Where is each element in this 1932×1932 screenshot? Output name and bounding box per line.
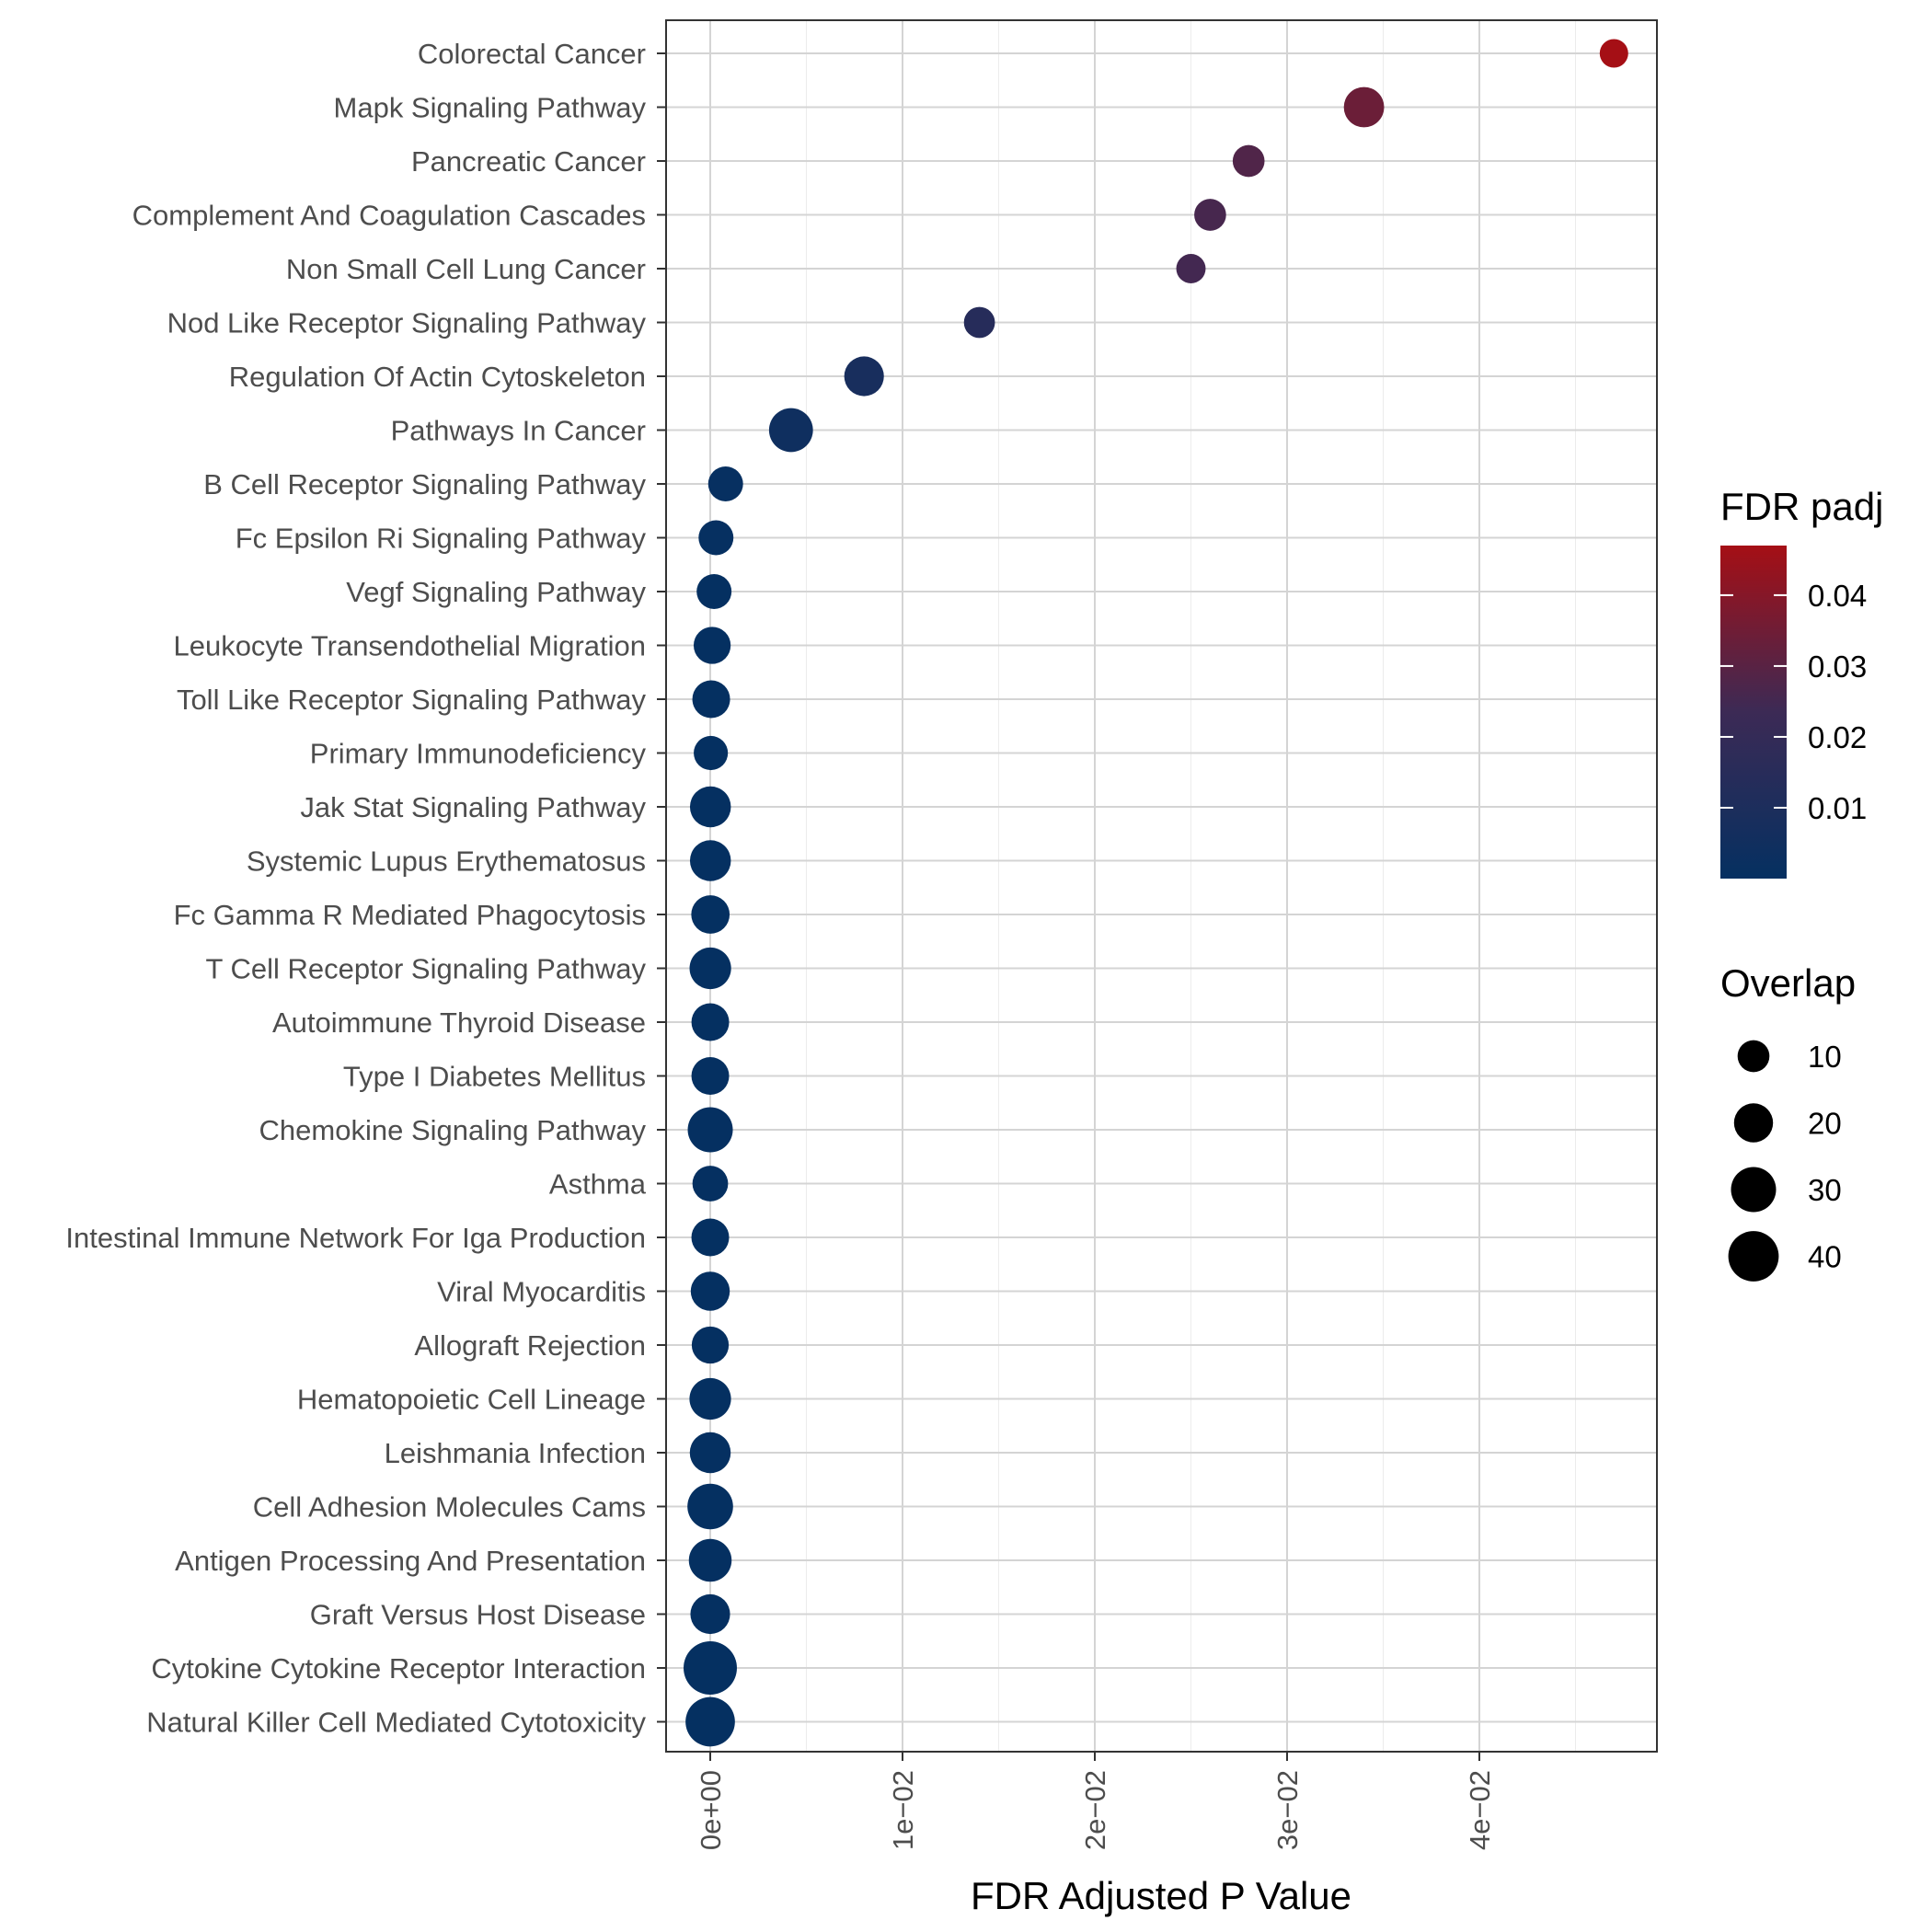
data-point [689,840,731,881]
data-point [1194,199,1226,231]
y-tick-label: Toll Like Receptor Signaling Pathway [177,684,647,716]
data-point [691,1003,730,1041]
y-tick-label: Autoimmune Thyroid Disease [272,1006,646,1039]
y-tick-label: Intestinal Immune Network For Iga Produc… [65,1222,646,1254]
data-point [1599,39,1628,68]
y-tick-label: Asthma [549,1168,647,1201]
color-bar [1720,546,1787,879]
data-point [687,1483,733,1530]
color-legend: FDR padj 0.04 0.03 0.02 0.01 [1720,485,1883,879]
x-tick-label: 2e−02 [1079,1770,1111,1850]
data-points [684,39,1628,1747]
data-point [698,520,734,556]
x-tick-label: 3e−02 [1271,1770,1304,1850]
size-legend-circle [1733,1103,1774,1143]
y-tick-label: Regulation Of Actin Cytoskeleton [229,361,646,393]
y-tick-label: Hematopoietic Cell Lineage [297,1384,646,1416]
size-legend-circle [1737,1040,1770,1073]
data-point [768,408,813,453]
color-bar-ticks: 0.04 0.03 0.02 0.01 [1720,579,1867,825]
y-tick-label: Fc Gamma R Mediated Phagocytosis [174,899,646,931]
y-tick-label: Viral Myocarditis [437,1276,646,1308]
y-tick-label: Leishmania Infection [385,1437,646,1469]
color-bar-tick-label: 0.04 [1808,579,1867,613]
y-tick-label: Chemokine Signaling Pathway [259,1114,647,1146]
y-tick-label: Type I Diabetes Mellitus [343,1061,646,1093]
y-tick-label: Jak Stat Signaling Pathway [300,791,646,823]
size-legend-circle [1731,1167,1777,1213]
y-tick-label: B Cell Receptor Signaling Pathway [203,468,646,500]
data-point [688,1538,732,1582]
data-point [691,1326,730,1364]
size-legend-label: 40 [1808,1240,1842,1274]
data-point [691,895,730,934]
y-tick-label: Natural Killer Cell Mediated Cytotoxicit… [146,1707,646,1739]
y-tick-label: Antigen Processing And Presentation [175,1545,646,1577]
data-point [691,1057,730,1095]
size-legend-label: 30 [1808,1173,1842,1207]
data-point [1343,86,1385,128]
data-point [693,627,731,664]
y-tick-label: T Cell Receptor Signaling Pathway [206,953,647,985]
data-point [707,466,743,501]
y-tick-label: Nod Like Receptor Signaling Pathway [167,307,647,339]
y-tick-label: Mapk Signaling Pathway [334,92,647,124]
data-point [1176,254,1206,283]
x-axis: 0e+00 1e−02 2e−02 3e−02 4e−02 [695,1752,1496,1850]
data-point [691,1218,730,1257]
y-tick-label: Fc Epsilon Ri Signaling Pathway [236,523,647,555]
y-axis: Colorectal Cancer Mapk Signaling Pathway P… [65,38,666,1739]
data-point [696,574,732,609]
size-legend-circle [1728,1231,1779,1282]
data-point [963,306,995,339]
color-bar-tick-label: 0.01 [1808,791,1867,825]
x-tick-label: 0e+00 [695,1770,727,1850]
data-point [684,1641,737,1695]
data-point [689,947,731,990]
y-tick-label: Cell Adhesion Molecules Cams [253,1491,646,1524]
data-point [685,1696,735,1747]
data-point [690,1271,730,1311]
size-legend-title: Overlap [1720,961,1856,1005]
data-point [694,735,729,771]
y-tick-label: Non Small Cell Lung Cancer [286,253,646,285]
y-tick-label: Primary Immunodeficiency [310,738,647,770]
panel-border [665,19,1658,1753]
y-tick-label: Colorectal Cancer [418,38,646,70]
y-tick-label: Graft Versus Host Disease [310,1599,646,1631]
data-point [689,1432,731,1474]
color-bar-tick-label: 0.02 [1808,720,1867,754]
size-legend-label: 20 [1808,1107,1842,1141]
data-point [692,1166,729,1202]
size-legend-label: 10 [1808,1040,1842,1074]
grid-lines [666,20,1657,1752]
size-legend-keys: 10 20 30 40 [1728,1040,1842,1282]
data-point [692,680,730,719]
y-tick-label: Systemic Lupus Erythematosus [247,845,646,878]
data-point [687,1107,733,1153]
data-point [844,356,884,397]
data-point [689,1377,731,1420]
y-tick-label: Complement And Coagulation Cascades [132,200,646,232]
data-point [1232,144,1265,178]
y-tick-label: Pancreatic Cancer [411,145,646,178]
color-bar-tick-label: 0.03 [1808,650,1867,684]
y-tick-label: Pathways In Cancer [391,415,646,447]
size-legend: Overlap 10 20 30 40 [1720,961,1856,1282]
x-axis-title: FDR Adjusted P Value [971,1874,1351,1917]
data-point [690,1593,730,1635]
x-tick-label: 1e−02 [887,1770,919,1850]
y-tick-label: Allograft Rejection [414,1329,646,1362]
y-tick-label: Leukocyte Transendothelial Migration [173,630,646,662]
y-tick-label: Vegf Signaling Pathway [346,576,646,608]
x-tick-label: 4e−02 [1464,1770,1496,1850]
color-legend-title: FDR padj [1720,485,1883,528]
y-tick-label: Cytokine Cytokine Receptor Interaction [151,1652,646,1685]
data-point [689,786,731,828]
